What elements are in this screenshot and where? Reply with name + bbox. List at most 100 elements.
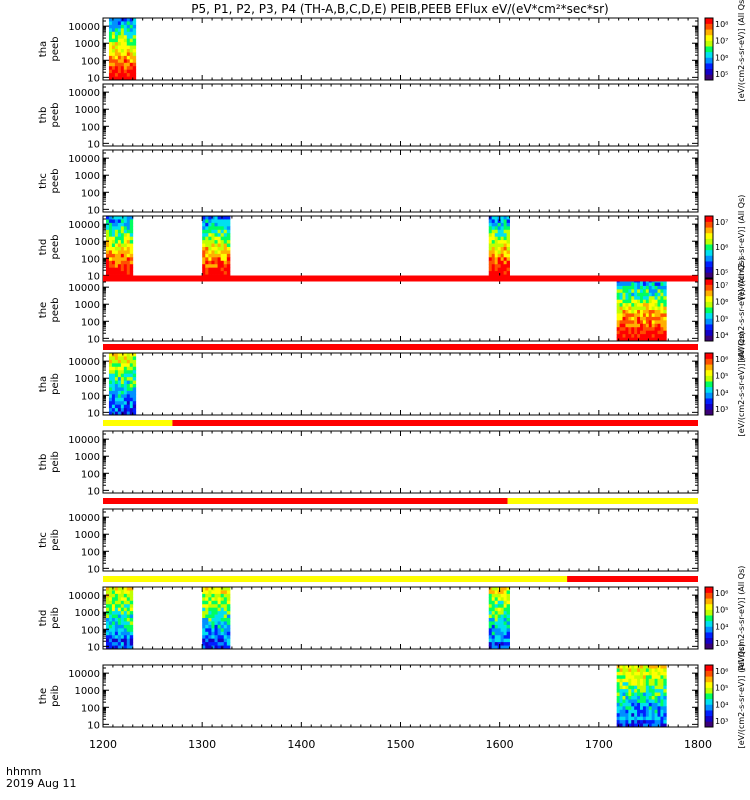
spectrogram-cell — [628, 320, 632, 325]
spectrogram-cell — [634, 713, 638, 718]
spectrogram-cell — [494, 250, 499, 255]
spectrogram-cell — [117, 62, 122, 67]
spectrogram-cell — [129, 604, 134, 609]
spectrogram-cell — [631, 682, 635, 687]
spectrogram-cell — [634, 709, 638, 714]
colorbar-segment — [705, 216, 713, 222]
spectrogram-cell — [637, 299, 641, 304]
spectrogram-cell — [488, 222, 493, 227]
spectrogram-cell — [117, 240, 122, 244]
spectrogram-cell — [622, 702, 626, 707]
spectrogram-cell — [123, 593, 128, 598]
spectrogram-cell — [202, 587, 206, 591]
spectrogram-cell — [622, 313, 626, 318]
spectrogram-cell — [642, 696, 647, 700]
spectrogram-cell — [497, 607, 502, 612]
spectrogram-cell — [202, 247, 206, 251]
spectrogram-cell — [223, 587, 228, 591]
spectrogram-cell — [114, 257, 119, 262]
spectrogram-cell — [637, 282, 641, 287]
spectrogram-cell — [123, 590, 128, 595]
spectrogram-cell — [651, 689, 655, 693]
spectrogram-cell — [120, 260, 125, 265]
spectrogram-cell — [503, 219, 507, 224]
spectrogram-cell — [108, 404, 113, 409]
spectrogram-cell — [660, 671, 664, 676]
spectrogram-cell — [657, 716, 661, 721]
spectrogram-cell — [628, 699, 632, 704]
colorbar-segment — [705, 598, 713, 605]
spectrogram-cell — [663, 310, 667, 314]
spectrogram-cell — [622, 316, 626, 321]
spectrogram-cell — [117, 373, 122, 378]
spectrogram-cell — [503, 267, 507, 272]
spectrogram-cell — [622, 665, 626, 669]
spectrogram-cell — [625, 285, 629, 290]
spectrogram-cell — [628, 723, 632, 728]
spectrogram-cell — [126, 408, 131, 412]
spectrogram-cell — [491, 236, 496, 241]
spectrogram-cell — [640, 330, 644, 335]
spectrogram-cell — [108, 250, 113, 255]
spectrogram-cell — [114, 377, 119, 381]
spectrogram-cell — [220, 593, 225, 598]
spectrogram-cell — [214, 271, 218, 275]
spectrogram-cell — [114, 28, 119, 33]
spectrogram-cell — [645, 303, 650, 307]
spectrogram-cell — [105, 618, 110, 622]
spectrogram-cell — [500, 233, 505, 238]
spectrogram-cell — [500, 638, 505, 643]
spectrogram-cell — [622, 713, 626, 718]
spectrogram-cell — [111, 645, 116, 650]
spectrogram-cell — [105, 253, 110, 258]
spectrogram-cell — [637, 296, 641, 301]
spectrogram-cell — [651, 334, 655, 338]
spectrogram-cell — [497, 240, 502, 244]
spectrogram-cell — [488, 233, 493, 238]
spectrogram-cell — [111, 18, 116, 22]
spectrogram-cell — [126, 260, 131, 265]
spectrogram-cell — [663, 702, 667, 707]
spectrogram-cell — [214, 642, 218, 646]
spectrogram-cell — [120, 226, 125, 231]
spectrogram-cell — [631, 334, 635, 338]
spectrogram-cell — [654, 720, 658, 724]
spectrogram-cell — [497, 614, 502, 619]
spectrogram-cell — [123, 62, 128, 67]
spectrogram-cell — [108, 49, 113, 53]
spectrogram-cell — [123, 404, 128, 409]
spectrogram-cell — [625, 692, 629, 697]
spectrogram-cell — [123, 216, 128, 220]
spectrogram-cell — [105, 624, 110, 629]
spectrogram-cell — [645, 720, 650, 724]
spectrogram-cell — [645, 334, 650, 338]
spectrogram-cell — [616, 292, 620, 297]
spectrogram-cell — [111, 401, 116, 406]
spectrogram-cell — [622, 320, 626, 325]
colorbar-segment — [705, 284, 713, 291]
spectrogram-cell — [663, 337, 667, 342]
spectrogram-cell — [220, 264, 225, 269]
spectrogram-cell — [208, 222, 212, 227]
spectrogram-cell — [648, 330, 653, 335]
spectrogram-cell — [211, 593, 215, 598]
spectrogram-cell — [494, 226, 499, 231]
spectrogram-cell — [114, 233, 119, 238]
spectrogram-cell — [503, 264, 507, 269]
spectrogram-cell — [622, 678, 626, 683]
spectrogram-cell — [645, 689, 650, 693]
spectrogram-cell — [616, 306, 620, 311]
colorbar-segment — [705, 238, 713, 245]
spectrogram-cell — [488, 642, 493, 646]
spectrogram-cell — [114, 267, 119, 272]
spectrogram-cell — [619, 320, 623, 325]
spectrogram-cell — [637, 689, 641, 693]
spectrogram-cell — [120, 28, 125, 33]
colorbar-tick-label: 10⁷ — [715, 37, 728, 46]
spectrogram-cell — [111, 624, 116, 629]
spectrogram-cell — [654, 323, 658, 328]
y-tick-label: 10000 — [68, 435, 100, 446]
spectrogram-cell — [616, 310, 620, 314]
spectrogram-cell — [625, 306, 629, 311]
